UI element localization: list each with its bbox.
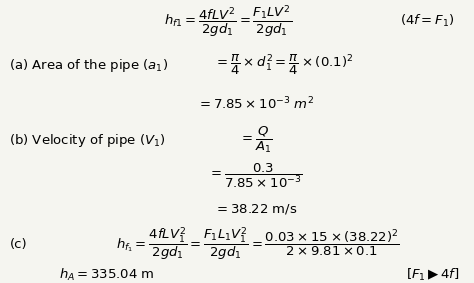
Text: $= 7.85 \times 10^{-3}\ m^2$: $= 7.85 \times 10^{-3}\ m^2$ <box>197 96 314 112</box>
Text: $= \dfrac{0.3}{7.85 \times 10^{-3}}$: $= \dfrac{0.3}{7.85 \times 10^{-3}}$ <box>208 162 303 190</box>
Text: $= \dfrac{\pi}{4} \times d_1^2 = \dfrac{\pi}{4} \times (0.1)^2$: $= \dfrac{\pi}{4} \times d_1^2 = \dfrac{… <box>214 53 353 77</box>
Text: $[F_1 \blacktriangleright 4f]$: $[F_1 \blacktriangleright 4f]$ <box>406 267 460 283</box>
Text: $= 38.22$ m/s: $= 38.22$ m/s <box>214 202 297 216</box>
Text: $h_{f_1} = \dfrac{4fLV_1^2}{2gd_1} = \dfrac{F_1L_1V_1^2}{2gd_1} = \dfrac{0.03 \t: $h_{f_1} = \dfrac{4fLV_1^2}{2gd_1} = \df… <box>116 226 400 263</box>
Text: (a) Area of the pipe $(a_1)$: (a) Area of the pipe $(a_1)$ <box>9 57 168 74</box>
Text: $= \dfrac{Q}{A_1}$: $= \dfrac{Q}{A_1}$ <box>239 125 273 155</box>
Text: $h_A = 335.04$ m: $h_A = 335.04$ m <box>59 267 155 283</box>
Text: $(4f = F_1)$: $(4f = F_1)$ <box>400 13 455 29</box>
Text: (c): (c) <box>9 238 27 251</box>
Text: $h_{f1} = \dfrac{4fLV^2}{2gd_1} = \dfrac{F_1LV^2}{2gd_1}$: $h_{f1} = \dfrac{4fLV^2}{2gd_1} = \dfrac… <box>164 3 292 39</box>
Text: (b) Velocity of pipe $(V_1)$: (b) Velocity of pipe $(V_1)$ <box>9 132 166 149</box>
